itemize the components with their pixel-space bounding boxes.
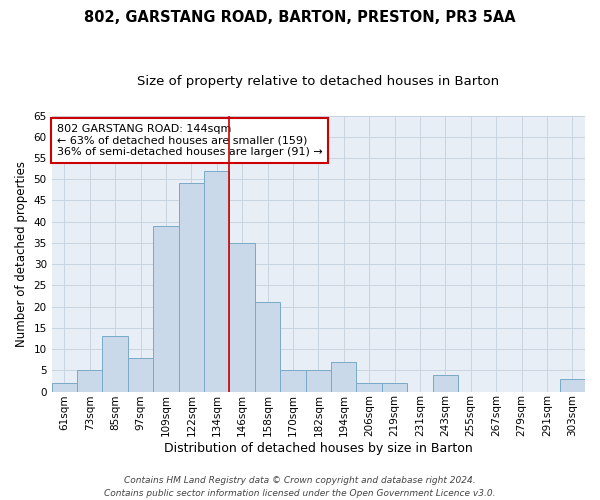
Bar — [153, 226, 179, 392]
Bar — [255, 302, 280, 392]
X-axis label: Distribution of detached houses by size in Barton: Distribution of detached houses by size … — [164, 442, 473, 455]
Text: Contains HM Land Registry data © Crown copyright and database right 2024.
Contai: Contains HM Land Registry data © Crown c… — [104, 476, 496, 498]
Bar — [52, 383, 77, 392]
Bar — [229, 243, 255, 392]
Bar — [433, 374, 458, 392]
Title: Size of property relative to detached houses in Barton: Size of property relative to detached ho… — [137, 75, 499, 88]
Bar — [128, 358, 153, 392]
Bar — [331, 362, 356, 392]
Text: 802 GARSTANG ROAD: 144sqm
← 63% of detached houses are smaller (159)
36% of semi: 802 GARSTANG ROAD: 144sqm ← 63% of detac… — [57, 124, 323, 157]
Y-axis label: Number of detached properties: Number of detached properties — [15, 160, 28, 346]
Bar — [204, 171, 229, 392]
Bar — [103, 336, 128, 392]
Bar — [356, 383, 382, 392]
Bar — [305, 370, 331, 392]
Bar — [77, 370, 103, 392]
Bar — [382, 383, 407, 392]
Bar — [560, 379, 585, 392]
Bar — [179, 184, 204, 392]
Bar — [280, 370, 305, 392]
Text: 802, GARSTANG ROAD, BARTON, PRESTON, PR3 5AA: 802, GARSTANG ROAD, BARTON, PRESTON, PR3… — [84, 10, 516, 25]
